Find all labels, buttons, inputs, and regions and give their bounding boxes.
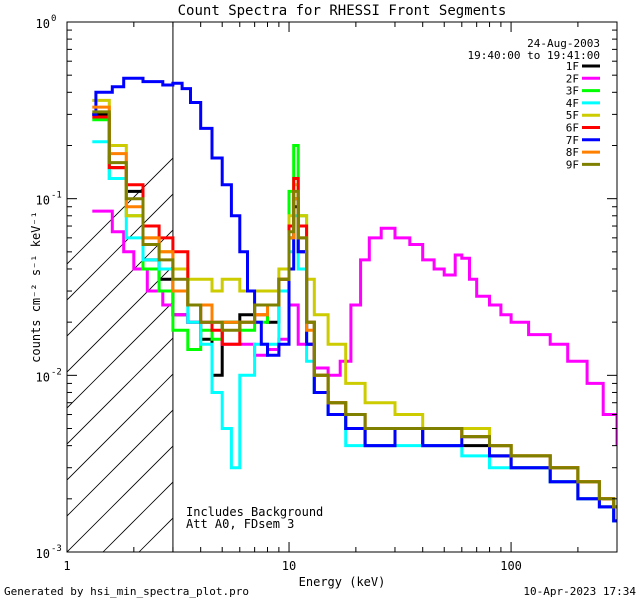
legend-label-7f: 7F [566, 134, 579, 147]
hatch-line [67, 193, 173, 301]
footer-timestamp: 10-Apr-2023 17:34 [523, 585, 636, 598]
annotation-attenuator: Att A0, FDsem 3 [186, 517, 294, 531]
axis-ticks [66, 22, 618, 553]
legend-label-2f: 2F [566, 72, 579, 85]
hatch-line [67, 409, 173, 517]
series-line-2f [92, 209, 617, 446]
series-line-4f [92, 140, 617, 523]
hatch-line [571, 0, 640, 552]
hatch-line [67, 229, 173, 337]
series-line-3f [92, 118, 617, 509]
y-tick-exponent: -1 [51, 191, 62, 201]
legend-label-5f: 5F [566, 109, 579, 122]
chart-title: Count Spectra for RHESSI Front Segments [178, 3, 507, 19]
legend-date: 24-Aug-2003 [527, 37, 600, 50]
series-line-9f [92, 110, 617, 509]
x-tick-label: 100 [500, 559, 522, 573]
hatch-line [283, 0, 640, 552]
legend-label-8f: 8F [566, 146, 579, 159]
series-layer [92, 76, 617, 523]
legend-time-range: 19:40:00 to 19:41:00 [468, 49, 600, 62]
footer-generated-by: Generated by hsi_min_spectra_plot.pro [4, 585, 249, 598]
y-tick-label: 10 [36, 370, 50, 384]
legend-label-6f: 6F [566, 122, 579, 135]
hatched-region [67, 0, 640, 552]
legend-label-1f: 1F [566, 60, 579, 73]
y-tick-label: 10 [36, 17, 50, 31]
hatch-line [607, 0, 640, 552]
legend-label-3f: 3F [566, 85, 579, 98]
hatch-line [319, 0, 640, 552]
y-tick-label: 10 [36, 547, 50, 561]
series-line-1f [92, 112, 617, 523]
y-tick-exponent: 0 [51, 14, 56, 24]
hatch-line [67, 373, 173, 481]
y-tick-exponent: -3 [51, 544, 62, 554]
plot-frame [66, 21, 618, 553]
hatch-line [67, 157, 173, 265]
annotation-background: Includes Background [186, 505, 323, 519]
y-tick-label: 10 [36, 194, 50, 208]
y-tick-exponent: -2 [51, 367, 62, 377]
y-axis-label: counts cm⁻² s⁻¹ keV⁻¹ [29, 211, 43, 363]
hatch-line [67, 445, 173, 552]
legend-label-9f: 9F [566, 158, 579, 171]
x-axis-label: Energy (keV) [299, 575, 386, 589]
x-tick-label: 1 [63, 559, 70, 573]
hatch-line [67, 265, 173, 373]
x-tick-label: 10 [282, 559, 296, 573]
legend-label-4f: 4F [566, 97, 579, 110]
